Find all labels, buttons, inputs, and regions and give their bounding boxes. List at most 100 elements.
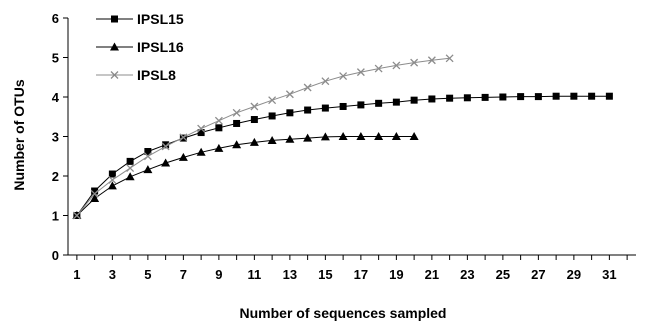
data-point-ipsl16 bbox=[196, 147, 206, 156]
x-tick-label: 1 bbox=[73, 267, 80, 282]
data-point-ipsl15 bbox=[250, 116, 258, 124]
data-point-ipsl15 bbox=[286, 109, 294, 117]
data-point-ipsl8 bbox=[445, 54, 454, 63]
data-point-ipsl16 bbox=[143, 165, 153, 174]
data-point-ipsl15 bbox=[321, 104, 329, 112]
data-point-ipsl15 bbox=[481, 93, 489, 101]
series-line-ipsl8 bbox=[76, 57, 450, 216]
data-point-ipsl16 bbox=[178, 152, 188, 161]
x-tick-label: 29 bbox=[567, 267, 581, 282]
data-point-ipsl15 bbox=[392, 98, 400, 106]
x-axis-label: Number of sequences sampled bbox=[240, 305, 447, 321]
data-point-ipsl15 bbox=[605, 92, 613, 100]
data-point-ipsl15 bbox=[428, 95, 436, 103]
legend-label: IPSL15 bbox=[137, 11, 184, 27]
data-point-ipsl8 bbox=[392, 61, 401, 70]
data-point-ipsl8 bbox=[72, 211, 81, 220]
data-point-ipsl8 bbox=[427, 56, 436, 65]
legend-label: IPSL16 bbox=[137, 39, 184, 55]
data-point-ipsl8 bbox=[90, 189, 99, 198]
data-point-ipsl16 bbox=[356, 132, 366, 140]
data-point-ipsl8 bbox=[410, 58, 419, 67]
legend-marker-x bbox=[110, 71, 119, 79]
x-tick-label: 25 bbox=[496, 267, 510, 282]
data-point-ipsl15 bbox=[517, 93, 525, 101]
data-point-ipsl8 bbox=[214, 116, 223, 125]
x-tick-label: 19 bbox=[389, 267, 403, 282]
data-point-ipsl16 bbox=[285, 134, 295, 143]
data-point-ipsl16 bbox=[214, 143, 224, 152]
legend-item-ipsl8: IPSL8 bbox=[96, 67, 176, 83]
legend-item-ipsl16: IPSL16 bbox=[96, 39, 184, 55]
legend-marker-triangle bbox=[110, 42, 119, 51]
data-point-ipsl15 bbox=[446, 94, 454, 102]
data-point-ipsl8 bbox=[268, 96, 277, 105]
x-tick-label: 5 bbox=[144, 267, 151, 282]
data-point-ipsl15 bbox=[233, 119, 241, 127]
data-point-ipsl15 bbox=[588, 92, 596, 100]
x-tick-label: 23 bbox=[460, 267, 474, 282]
data-point-ipsl16 bbox=[90, 194, 100, 203]
data-point-ipsl8 bbox=[321, 77, 330, 86]
data-point-ipsl16 bbox=[303, 133, 313, 142]
y-tick-label: 6 bbox=[52, 11, 59, 26]
data-point-ipsl15 bbox=[162, 141, 170, 149]
x-tick-label: 31 bbox=[602, 267, 616, 282]
x-tick-label: 3 bbox=[109, 267, 116, 282]
y-tick-label: 1 bbox=[52, 209, 59, 224]
data-point-ipsl16 bbox=[249, 137, 259, 146]
data-point-ipsl15 bbox=[339, 102, 347, 110]
series-layer bbox=[72, 54, 613, 220]
data-point-ipsl8 bbox=[232, 108, 241, 117]
data-point-ipsl15 bbox=[91, 187, 99, 195]
x-tick-label: 21 bbox=[425, 267, 439, 282]
data-point-ipsl8 bbox=[197, 124, 206, 133]
data-point-ipsl15 bbox=[215, 124, 223, 132]
x-tick-label: 27 bbox=[531, 267, 545, 282]
data-point-ipsl16 bbox=[374, 132, 384, 140]
x-tick-label: 17 bbox=[354, 267, 368, 282]
legend-marker-square bbox=[111, 15, 118, 23]
data-point-ipsl16 bbox=[409, 132, 419, 140]
data-point-ipsl8 bbox=[339, 72, 348, 81]
data-point-ipsl15 bbox=[499, 93, 507, 101]
data-point-ipsl8 bbox=[179, 133, 188, 142]
data-point-ipsl16 bbox=[320, 132, 330, 141]
series-ipsl16 bbox=[72, 132, 419, 219]
series-ipsl15 bbox=[73, 92, 613, 219]
data-point-ipsl8 bbox=[161, 142, 170, 151]
data-point-ipsl8 bbox=[250, 102, 259, 111]
data-point-ipsl15 bbox=[534, 93, 542, 101]
y-tick-label: 3 bbox=[52, 130, 59, 145]
x-tick-label: 7 bbox=[180, 267, 187, 282]
data-point-ipsl8 bbox=[356, 68, 365, 77]
data-point-ipsl15 bbox=[410, 96, 418, 104]
y-tick-label: 2 bbox=[52, 169, 59, 184]
y-tick-label: 5 bbox=[52, 51, 59, 66]
y-axis-label: Number of OTUs bbox=[11, 79, 27, 190]
data-point-ipsl15 bbox=[570, 92, 578, 100]
data-point-ipsl8 bbox=[108, 175, 117, 184]
data-point-ipsl16 bbox=[338, 132, 348, 140]
series-line-ipsl16 bbox=[76, 136, 415, 216]
data-point-ipsl8 bbox=[374, 64, 383, 73]
data-point-ipsl15 bbox=[197, 129, 205, 137]
data-point-ipsl16 bbox=[107, 181, 117, 190]
legend: IPSL15 IPSL16 IPSL8 bbox=[96, 11, 184, 83]
data-point-ipsl8 bbox=[126, 164, 135, 173]
data-point-ipsl8 bbox=[285, 90, 294, 99]
data-point-ipsl8 bbox=[303, 83, 312, 92]
x-tick-label: 13 bbox=[283, 267, 297, 282]
legend-item-ipsl15: IPSL15 bbox=[96, 11, 184, 27]
data-point-ipsl16 bbox=[161, 158, 171, 167]
data-point-ipsl15 bbox=[108, 170, 116, 178]
data-point-ipsl16 bbox=[391, 132, 401, 140]
data-point-ipsl16 bbox=[267, 135, 277, 144]
series-line-ipsl15 bbox=[76, 95, 610, 216]
data-point-ipsl15 bbox=[268, 112, 276, 120]
data-point-ipsl15 bbox=[144, 148, 152, 156]
data-point-ipsl15 bbox=[463, 94, 471, 102]
x-tick-label: 15 bbox=[318, 267, 332, 282]
